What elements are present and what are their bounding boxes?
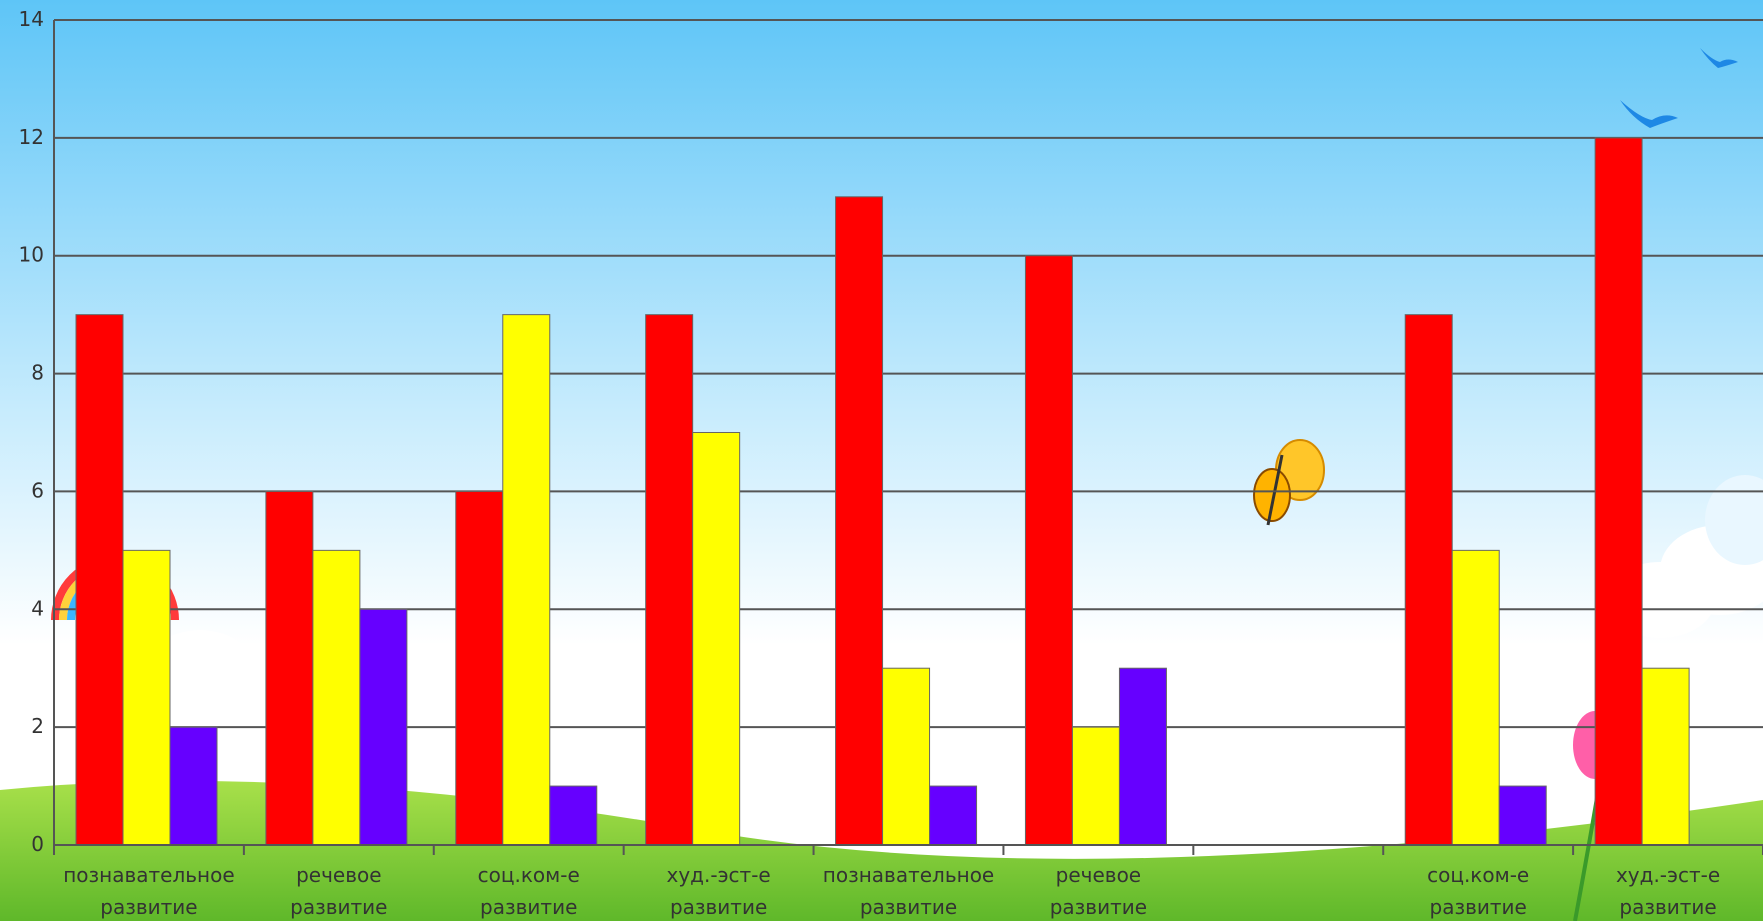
bar-series3-cat6 xyxy=(1118,667,1167,846)
y-tick-label: 0 xyxy=(31,832,44,856)
x-tick-label: развитие xyxy=(1430,895,1527,919)
x-tick-label: речевое xyxy=(296,863,381,887)
bar-series2-cat6 xyxy=(1071,726,1120,846)
bar-series1-cat3 xyxy=(455,490,504,846)
bar-series2-cat5 xyxy=(882,667,931,846)
bar-series2-cat4 xyxy=(692,432,741,846)
x-tick-label: худ.-эст-е xyxy=(1616,863,1720,887)
y-tick-label: 8 xyxy=(31,361,44,385)
x-tick-label: развитие xyxy=(670,895,767,919)
bar-series3-cat5 xyxy=(929,785,978,846)
bar-series1-cat5 xyxy=(835,196,884,846)
bar-series3-cat2 xyxy=(359,608,408,846)
butterfly-icon xyxy=(1253,439,1325,526)
x-tick-label: худ.-эст-е xyxy=(667,863,771,887)
bar-series2-cat2 xyxy=(312,549,361,846)
bird-icon-small xyxy=(1700,48,1738,68)
x-tick-label: познавательное xyxy=(823,863,994,887)
grass-hill xyxy=(0,781,1763,921)
bar-series3-cat8 xyxy=(1498,785,1547,846)
y-tick-label: 12 xyxy=(19,125,44,149)
x-tick-label: соц.ком-е xyxy=(1427,863,1529,887)
bar-series3-cat1 xyxy=(169,726,218,846)
bar-series1-cat1 xyxy=(75,314,124,846)
y-tick-label: 2 xyxy=(31,714,44,738)
bar-series2-cat9 xyxy=(1641,667,1690,846)
x-tick-label: развитие xyxy=(1050,895,1147,919)
y-tick-labels: 0 2 4 6 8 10 12 14 xyxy=(19,7,44,856)
bar-series2-cat8 xyxy=(1451,549,1500,846)
bar-series2-cat3 xyxy=(502,314,551,846)
x-tick-label: развитие xyxy=(860,895,957,919)
x-tick-label: развитие xyxy=(1619,895,1716,919)
y-tick-label: 4 xyxy=(31,596,44,620)
bar-series3-cat3 xyxy=(549,785,598,846)
y-tick-label: 6 xyxy=(31,478,44,502)
x-tick-label: развитие xyxy=(290,895,387,919)
x-tick-label: соц.ком-е xyxy=(478,863,580,887)
y-tick-label: 14 xyxy=(19,7,44,31)
bar-series1-cat8 xyxy=(1404,314,1453,846)
bars xyxy=(75,137,1690,846)
bar-series2-cat1 xyxy=(122,549,171,846)
x-tick-label: развитие xyxy=(100,895,197,919)
x-tick-label: развитие xyxy=(480,895,577,919)
bar-series1-cat2 xyxy=(265,490,314,846)
bar-series1-cat9 xyxy=(1594,137,1643,846)
axes xyxy=(53,20,1763,855)
x-tick-label: познавательное xyxy=(63,863,234,887)
bar-series1-cat4 xyxy=(645,314,694,846)
y-tick-label: 10 xyxy=(19,243,44,267)
x-tick-label: речевое xyxy=(1056,863,1141,887)
x-tick-labels: познавательное развитие речевое развитие соц… xyxy=(63,863,1720,919)
bird-icon-large xyxy=(1620,100,1678,128)
bar-series1-cat6 xyxy=(1024,255,1073,846)
